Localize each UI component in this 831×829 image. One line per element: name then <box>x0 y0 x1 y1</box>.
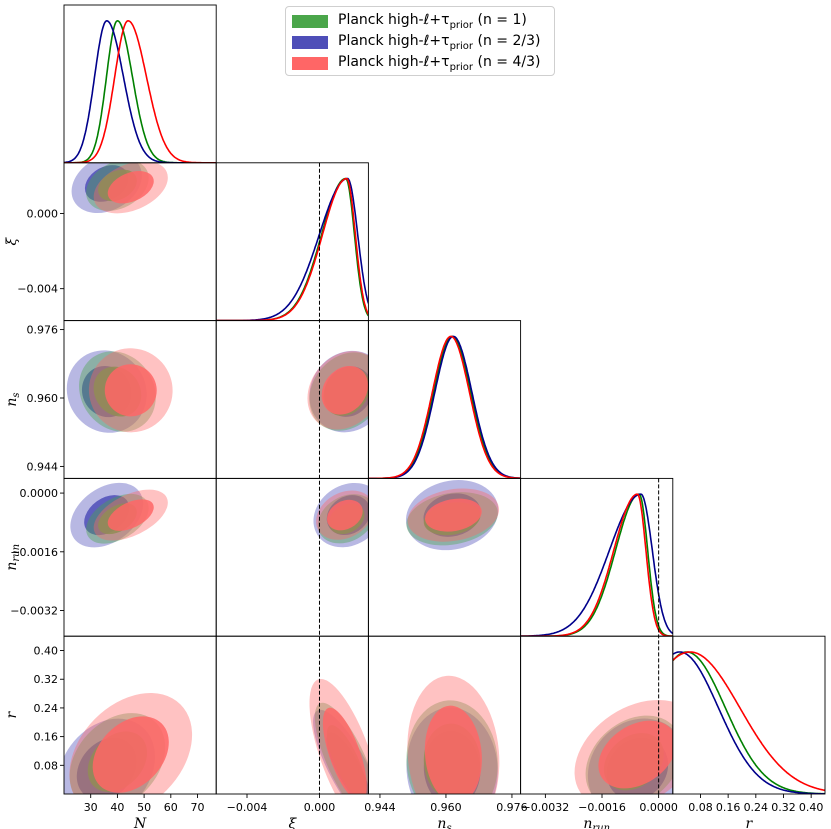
x-tick-label-ns-0: 0.944 <box>364 801 396 814</box>
marginal-n=4/3-N <box>64 19 217 163</box>
contour-n=4/3-nrun-ns-68 <box>425 498 482 532</box>
y-tick-label-r-2: 0.24 <box>34 702 59 715</box>
x-tick-label-nrun-2: 0.0000 <box>639 801 678 814</box>
legend: Planck high-ℓ+τprior (n = 1) Planck high… <box>285 6 555 76</box>
panel-frame-1-1 <box>215 162 369 322</box>
x-tick-label-xi-1: 0.000 <box>304 801 336 814</box>
x-axis-label-nrun: nrun <box>583 816 610 829</box>
contour-n=4/3-ns-xi-68 <box>321 366 369 415</box>
panel-frame-4-4 <box>672 635 826 795</box>
legend-swatch-n23 <box>292 36 328 49</box>
y-axis-label-ns: ns <box>4 392 22 406</box>
x-tick-label-N-2: 50 <box>137 801 151 814</box>
marginal-n=2/3-ns <box>368 335 521 479</box>
x-tick-label-N-1: 40 <box>110 801 124 814</box>
x-tick-label-r-1: 0.16 <box>716 801 741 814</box>
marginal-n=1-nrun <box>520 493 673 637</box>
legend-label-n1: Planck high-ℓ+τprior (n = 1) <box>338 12 527 31</box>
marginal-n=2/3-r <box>672 651 825 795</box>
y-tick-label-r-4: 0.40 <box>34 645 59 658</box>
contour-n=4/3-xi-N-68 <box>107 171 154 204</box>
x-tick-label-nrun-0: −0.0032 <box>522 801 570 814</box>
legend-label-n23: Planck high-ℓ+τprior (n = 2/3) <box>338 33 541 52</box>
x-tick-label-N-3: 60 <box>164 801 178 814</box>
x-axis-label-ns: ns <box>437 816 451 829</box>
y-tick-label-xi-0: −0.004 <box>17 283 58 296</box>
y-tick-label-ns-2: 0.976 <box>27 324 59 337</box>
legend-label-n43: Planck high-ℓ+τprior (n = 4/3) <box>338 54 541 73</box>
x-tick-label-nrun-1: −0.0016 <box>578 801 626 814</box>
marginal-n=1-r <box>672 651 825 795</box>
contour-n=4/3-r-xi-68 <box>322 707 367 795</box>
x-tick-label-N-4: 70 <box>191 801 205 814</box>
x-tick-label-N-0: 30 <box>84 801 98 814</box>
y-axis-label-xi: ξ <box>4 237 20 246</box>
contour-n=4/3-r-N-68 <box>92 716 169 793</box>
contour-n=4/3-nrun-xi-68 <box>326 499 363 531</box>
x-axis-label-xi: ξ <box>288 816 297 829</box>
panel-frame-0-0 <box>63 4 217 164</box>
x-axis-label-r: r <box>746 816 754 829</box>
y-tick-label-r-3: 0.32 <box>34 673 59 686</box>
x-tick-label-r-2: 0.24 <box>744 801 769 814</box>
contour-n=4/3-nrun-N-68 <box>107 499 154 531</box>
x-tick-label-ns-2: 0.976 <box>496 801 528 814</box>
marginal-n=2/3-xi <box>216 177 369 321</box>
y-tick-label-r-1: 0.16 <box>34 731 59 744</box>
contour-n=4/3-ns-N-68 <box>104 364 157 417</box>
y-tick-label-nrun-1: −0.0016 <box>10 546 58 559</box>
legend-swatch-n43 <box>292 57 328 70</box>
contour-n=4/3-r-ns-68 <box>424 705 482 795</box>
x-tick-label-xi-0: −0.004 <box>227 801 268 814</box>
marginal-n=4/3-ns <box>368 335 521 479</box>
x-tick-label-r-3: 0.32 <box>771 801 796 814</box>
y-tick-label-ns-1: 0.960 <box>27 392 59 405</box>
x-axis-label-N: N <box>133 816 147 829</box>
y-tick-label-ns-0: 0.944 <box>27 460 59 473</box>
y-tick-label-xi-1: 0.000 <box>27 208 59 221</box>
y-tick-label-r-0: 0.08 <box>34 759 59 772</box>
marginal-n=2/3-N <box>64 19 217 163</box>
marginal-n=4/3-r <box>672 651 825 792</box>
contour-n=4/3-r-nrun-68 <box>598 720 673 789</box>
y-axis-label-nrun: nrun <box>4 544 22 571</box>
y-tick-label-nrun-0: −0.0032 <box>10 605 58 618</box>
y-axis-label-r: r <box>4 710 20 718</box>
x-tick-label-r-4: 0.40 <box>799 801 824 814</box>
panel-frame-3-3 <box>520 477 674 637</box>
marginal-n=1-N <box>64 19 217 163</box>
marginal-n=2/3-nrun <box>520 493 673 637</box>
x-tick-label-ns-1: 0.960 <box>430 801 462 814</box>
x-tick-label-r-0: 0.08 <box>688 801 713 814</box>
y-tick-label-nrun-2: 0.0000 <box>20 487 59 500</box>
legend-swatch-n1 <box>292 15 328 28</box>
marginal-n=1-ns <box>368 335 521 479</box>
